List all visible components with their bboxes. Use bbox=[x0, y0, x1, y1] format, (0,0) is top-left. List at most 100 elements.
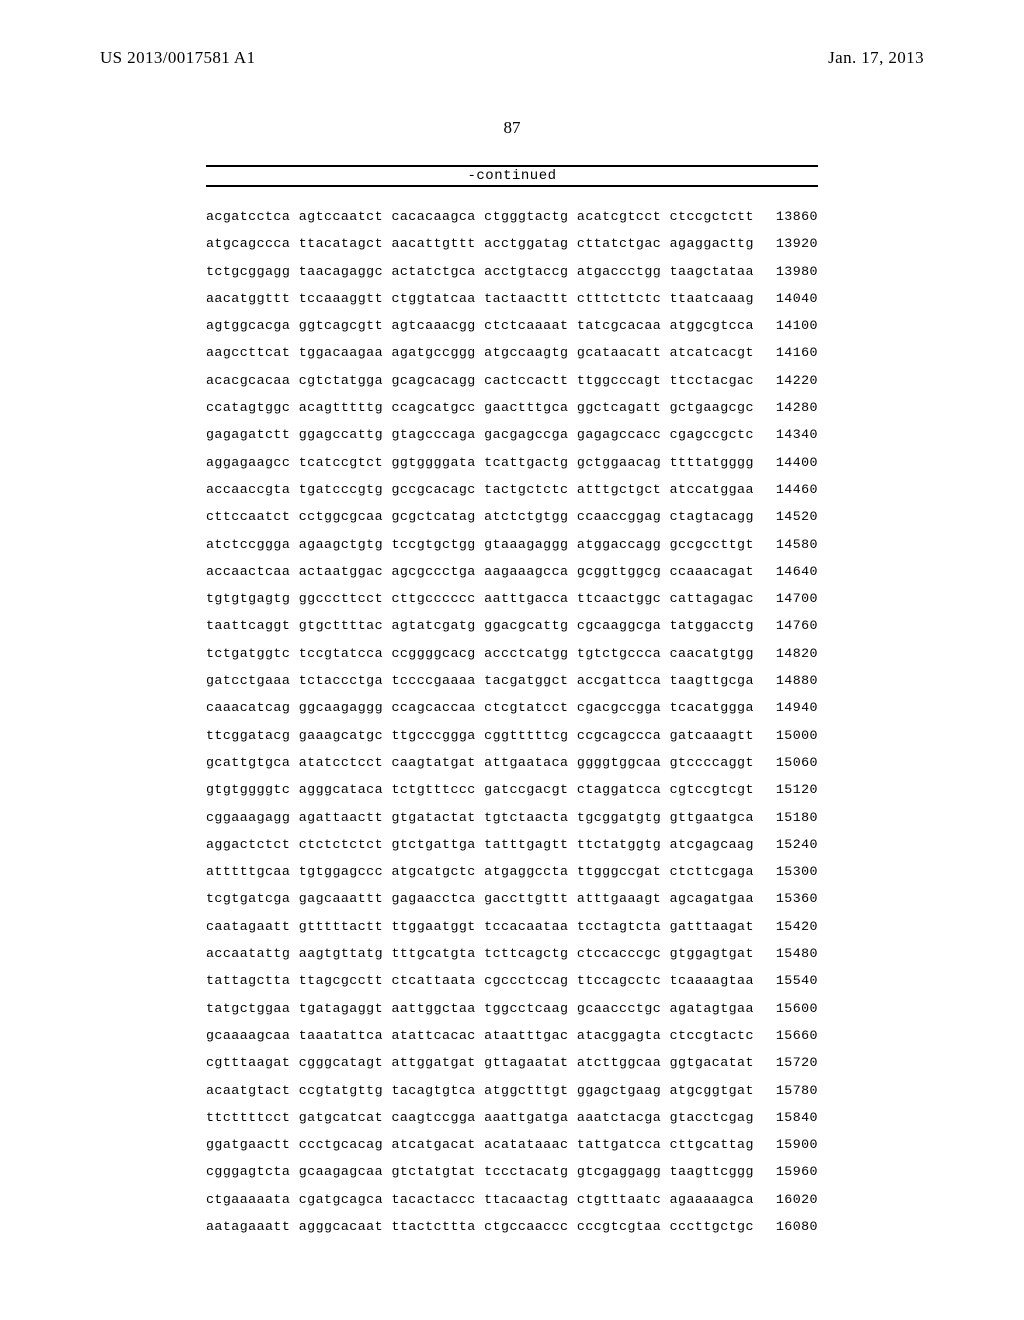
sequence-position: 14280 bbox=[760, 401, 818, 414]
sequence-position: 15960 bbox=[760, 1165, 818, 1178]
sequence-text: tcgtgatcga gagcaaattt gagaacctca gaccttg… bbox=[206, 892, 754, 905]
sequence-row: atctccggga agaagctgtg tccgtgctgg gtaaaga… bbox=[206, 538, 818, 551]
sequence-position: 15420 bbox=[760, 920, 818, 933]
sequence-text: acgatcctca agtccaatct cacacaagca ctgggta… bbox=[206, 210, 754, 223]
sequence-position: 14820 bbox=[760, 647, 818, 660]
sequence-text: ttcggatacg gaaagcatgc ttgcccggga cggtttt… bbox=[206, 729, 754, 742]
sequence-position: 16020 bbox=[760, 1193, 818, 1206]
sequence-row: cgggagtcta gcaagagcaa gtctatgtat tccctac… bbox=[206, 1165, 818, 1178]
sequence-row: atttttgcaa tgtggagccc atgcatgctc atgaggc… bbox=[206, 865, 818, 878]
sequence-text: aggagaagcc tcatccgtct ggtggggata tcattga… bbox=[206, 456, 754, 469]
sequence-row: ttcggatacg gaaagcatgc ttgcccggga cggtttt… bbox=[206, 729, 818, 742]
sequence-text: atgcagccca ttacatagct aacattgttt acctgga… bbox=[206, 237, 754, 250]
sequence-row: tatgctggaa tgatagaggt aattggctaa tggcctc… bbox=[206, 1002, 818, 1015]
sequence-text: ctgaaaaata cgatgcagca tacactaccc ttacaac… bbox=[206, 1193, 754, 1206]
sequence-row: accaatattg aagtgttatg tttgcatgta tcttcag… bbox=[206, 947, 818, 960]
sequence-position: 13860 bbox=[760, 210, 818, 223]
sequence-text: tatgctggaa tgatagaggt aattggctaa tggcctc… bbox=[206, 1002, 754, 1015]
publication-number: US 2013/0017581 A1 bbox=[100, 48, 256, 68]
sequence-text: tattagctta ttagcgcctt ctcattaata cgccctc… bbox=[206, 974, 754, 987]
sequence-position: 15240 bbox=[760, 838, 818, 851]
sequence-text: cggaaagagg agattaactt gtgatactat tgtctaa… bbox=[206, 811, 754, 824]
sequence-row: gagagatctt ggagccattg gtagcccaga gacgagc… bbox=[206, 428, 818, 441]
rule-bottom bbox=[206, 185, 818, 187]
sequence-position: 15120 bbox=[760, 783, 818, 796]
sequence-text: agtggcacga ggtcagcgtt agtcaaacgg ctctcaa… bbox=[206, 319, 754, 332]
sequence-row: aacatggttt tccaaaggtt ctggtatcaa tactaac… bbox=[206, 292, 818, 305]
sequence-text: gtgtggggtc agggcataca tctgtttccc gatccga… bbox=[206, 783, 754, 796]
sequence-position: 15840 bbox=[760, 1111, 818, 1124]
sequence-position: 15600 bbox=[760, 1002, 818, 1015]
sequence-position: 15780 bbox=[760, 1084, 818, 1097]
sequence-text: gatcctgaaa tctaccctga tccccgaaaa tacgatg… bbox=[206, 674, 754, 687]
sequence-row: ttcttttcct gatgcatcat caagtccgga aaattga… bbox=[206, 1111, 818, 1124]
sequence-row: acaatgtact ccgtatgttg tacagtgtca atggctt… bbox=[206, 1084, 818, 1097]
sequence-position: 15060 bbox=[760, 756, 818, 769]
sequence-row: aggactctct ctctctctct gtctgattga tatttga… bbox=[206, 838, 818, 851]
sequence-position: 14340 bbox=[760, 428, 818, 441]
sequence-position: 14160 bbox=[760, 346, 818, 359]
sequence-position: 13920 bbox=[760, 237, 818, 250]
sequence-position: 14760 bbox=[760, 619, 818, 632]
sequence-row: tattagctta ttagcgcctt ctcattaata cgccctc… bbox=[206, 974, 818, 987]
sequence-row: tctgcggagg taacagaggc actatctgca acctgta… bbox=[206, 265, 818, 278]
sequence-text: tctgcggagg taacagaggc actatctgca acctgta… bbox=[206, 265, 754, 278]
sequence-position: 14880 bbox=[760, 674, 818, 687]
sequence-row: aagccttcat tggacaagaa agatgccggg atgccaa… bbox=[206, 346, 818, 359]
sequence-row: acacgcacaa cgtctatgga gcagcacagg cactcca… bbox=[206, 374, 818, 387]
continued-header: -continued bbox=[206, 165, 818, 187]
sequence-text: atttttgcaa tgtggagccc atgcatgctc atgaggc… bbox=[206, 865, 754, 878]
sequence-row: accaactcaa actaatggac agcgccctga aagaaag… bbox=[206, 565, 818, 578]
sequence-row: agtggcacga ggtcagcgtt agtcaaacgg ctctcaa… bbox=[206, 319, 818, 332]
sequence-text: aacatggttt tccaaaggtt ctggtatcaa tactaac… bbox=[206, 292, 754, 305]
sequence-position: 15300 bbox=[760, 865, 818, 878]
sequence-text: accaaccgta tgatcccgtg gccgcacagc tactgct… bbox=[206, 483, 754, 496]
sequence-text: gcaaaagcaa taaatattca atattcacac ataattt… bbox=[206, 1029, 754, 1042]
page-number: 87 bbox=[0, 118, 1024, 138]
sequence-row: tcgtgatcga gagcaaattt gagaacctca gaccttg… bbox=[206, 892, 818, 905]
sequence-text: cgggagtcta gcaagagcaa gtctatgtat tccctac… bbox=[206, 1165, 754, 1178]
sequence-position: 15000 bbox=[760, 729, 818, 742]
sequence-text: accaatattg aagtgttatg tttgcatgta tcttcag… bbox=[206, 947, 754, 960]
sequence-position: 15480 bbox=[760, 947, 818, 960]
sequence-position: 15900 bbox=[760, 1138, 818, 1151]
sequence-row: ctgaaaaata cgatgcagca tacactaccc ttacaac… bbox=[206, 1193, 818, 1206]
sequence-text: aagccttcat tggacaagaa agatgccggg atgccaa… bbox=[206, 346, 754, 359]
page: US 2013/0017581 A1 Jan. 17, 2013 87 -con… bbox=[0, 0, 1024, 1320]
sequence-row: ggatgaactt ccctgcacag atcatgacat acatata… bbox=[206, 1138, 818, 1151]
sequence-text: ttcttttcct gatgcatcat caagtccgga aaattga… bbox=[206, 1111, 754, 1124]
sequence-position: 14580 bbox=[760, 538, 818, 551]
sequence-text: tctgatggtc tccgtatcca ccggggcacg accctca… bbox=[206, 647, 754, 660]
sequence-position: 13980 bbox=[760, 265, 818, 278]
sequence-row: tctgatggtc tccgtatcca ccggggcacg accctca… bbox=[206, 647, 818, 660]
sequence-position: 14700 bbox=[760, 592, 818, 605]
sequence-block: acgatcctca agtccaatct cacacaagca ctgggta… bbox=[206, 210, 818, 1247]
sequence-row: caatagaatt gtttttactt ttggaatggt tccacaa… bbox=[206, 920, 818, 933]
sequence-position: 14460 bbox=[760, 483, 818, 496]
sequence-position: 14400 bbox=[760, 456, 818, 469]
sequence-row: gtgtggggtc agggcataca tctgtttccc gatccga… bbox=[206, 783, 818, 796]
sequence-row: tgtgtgagtg ggcccttcct cttgcccccc aatttga… bbox=[206, 592, 818, 605]
sequence-position: 14940 bbox=[760, 701, 818, 714]
sequence-row: cgtttaagat cgggcatagt attggatgat gttagaa… bbox=[206, 1056, 818, 1069]
sequence-row: gatcctgaaa tctaccctga tccccgaaaa tacgatg… bbox=[206, 674, 818, 687]
sequence-position: 14220 bbox=[760, 374, 818, 387]
sequence-row: atgcagccca ttacatagct aacattgttt acctgga… bbox=[206, 237, 818, 250]
sequence-text: atctccggga agaagctgtg tccgtgctgg gtaaaga… bbox=[206, 538, 754, 551]
sequence-position: 14640 bbox=[760, 565, 818, 578]
continued-label: -continued bbox=[206, 167, 818, 184]
sequence-position: 16080 bbox=[760, 1220, 818, 1233]
sequence-row: ccatagtggc acagtttttg ccagcatgcc gaacttt… bbox=[206, 401, 818, 414]
sequence-text: cgtttaagat cgggcatagt attggatgat gttagaa… bbox=[206, 1056, 754, 1069]
sequence-text: ggatgaactt ccctgcacag atcatgacat acatata… bbox=[206, 1138, 754, 1151]
sequence-position: 15360 bbox=[760, 892, 818, 905]
sequence-position: 15660 bbox=[760, 1029, 818, 1042]
sequence-text: accaactcaa actaatggac agcgccctga aagaaag… bbox=[206, 565, 754, 578]
sequence-text: aatagaaatt agggcacaat ttactcttta ctgccaa… bbox=[206, 1220, 754, 1233]
sequence-text: tgtgtgagtg ggcccttcct cttgcccccc aatttga… bbox=[206, 592, 754, 605]
sequence-position: 14520 bbox=[760, 510, 818, 523]
sequence-text: caatagaatt gtttttactt ttggaatggt tccacaa… bbox=[206, 920, 754, 933]
sequence-position: 15180 bbox=[760, 811, 818, 824]
sequence-row: gcaaaagcaa taaatattca atattcacac ataattt… bbox=[206, 1029, 818, 1042]
sequence-text: ccatagtggc acagtttttg ccagcatgcc gaacttt… bbox=[206, 401, 754, 414]
